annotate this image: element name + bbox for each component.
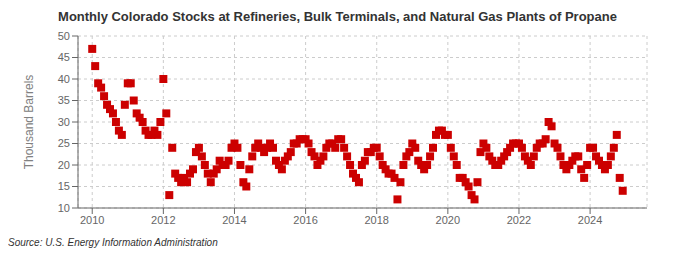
svg-text:2020: 2020	[436, 214, 460, 226]
html-text:Source: U.S. Energy Informatio: Source: U.S. Energy Information Administ…	[8, 237, 218, 248]
svg-text:40: 40	[58, 73, 70, 85]
svg-text:35: 35	[58, 94, 70, 106]
svg-text:2022: 2022	[507, 214, 531, 226]
svg-text:20: 20	[58, 159, 70, 171]
svg-text:2016: 2016	[293, 214, 317, 226]
svg-text:25: 25	[58, 137, 70, 149]
svg-text:2024: 2024	[578, 214, 602, 226]
html-text:Monthly Colorado Stocks at Ref: Monthly Colorado Stocks at Refineries, B…	[58, 9, 617, 24]
svg-text:2012: 2012	[151, 214, 175, 226]
svg-text:2014: 2014	[222, 214, 246, 226]
svg-text:15: 15	[58, 180, 70, 192]
svg-text:2018: 2018	[364, 214, 388, 226]
svg-text:10: 10	[58, 202, 70, 214]
svg-text:45: 45	[58, 51, 70, 63]
svg-text:Thousand Barrels: Thousand Barrels	[22, 75, 36, 170]
svg-text:30: 30	[58, 116, 70, 128]
svg-text:50: 50	[58, 30, 70, 42]
svg-text:2010: 2010	[80, 214, 104, 226]
